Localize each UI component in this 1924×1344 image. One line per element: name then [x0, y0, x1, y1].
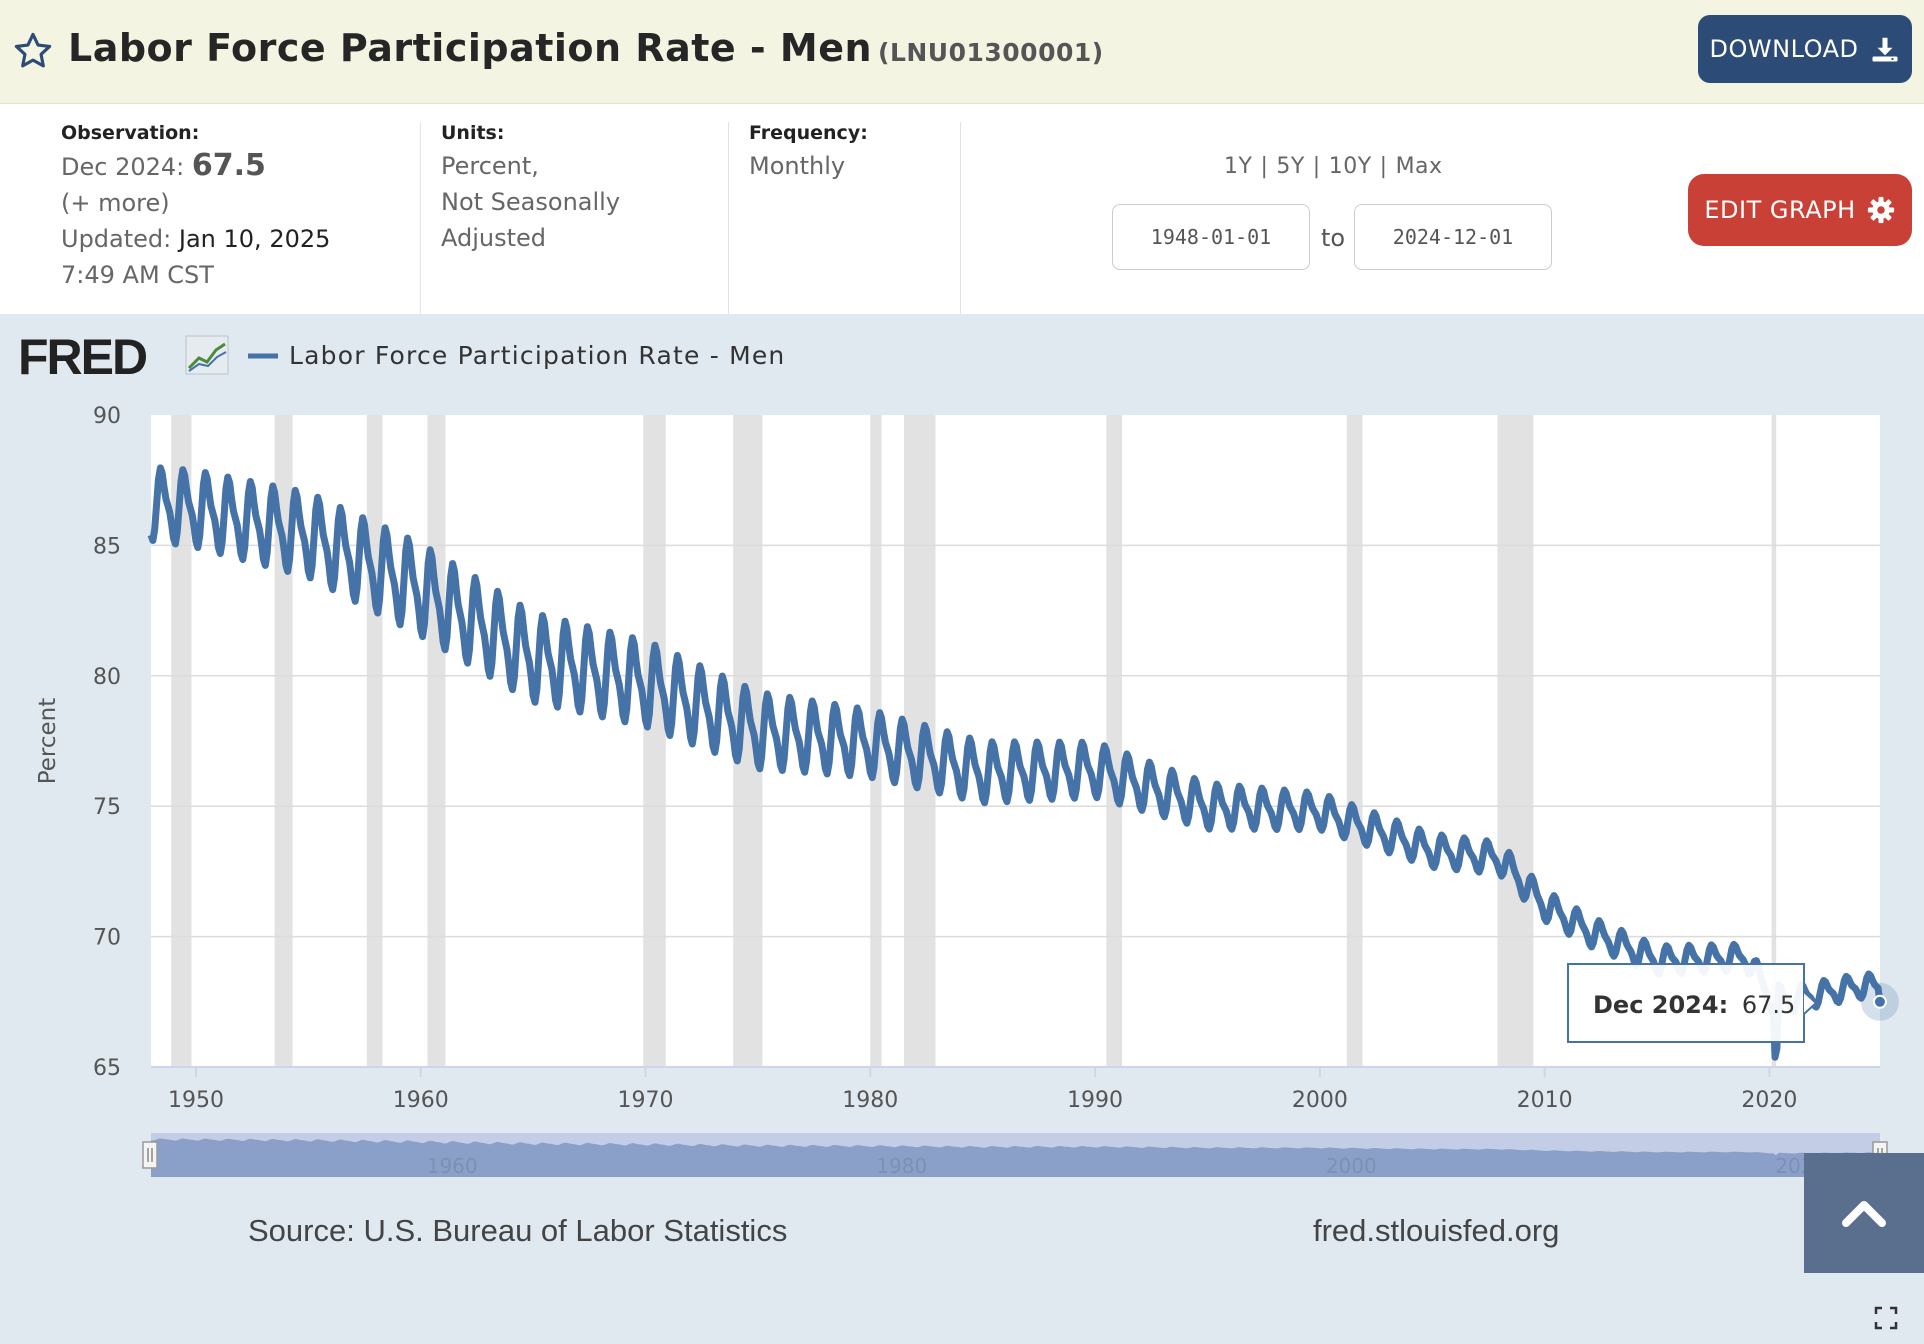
units-label: Units: [441, 122, 505, 144]
hover-marker [1872, 994, 1887, 1009]
range-separator: | [1260, 154, 1269, 179]
to-label: to [1321, 224, 1346, 252]
range-10y-link[interactable]: 10Y [1328, 154, 1372, 179]
y-tick-label: 85 [93, 534, 121, 559]
recession-bar [1106, 415, 1123, 1067]
recession-bar [1497, 415, 1534, 1067]
start-date-input[interactable]: 1948-01-01 [1112, 204, 1310, 270]
x-tick-label: 1960 [393, 1088, 449, 1113]
navigator-label: 1980 [876, 1154, 927, 1178]
x-tick-label: 2000 [1292, 1088, 1348, 1113]
observation-date: Dec 2024: [61, 153, 185, 181]
navigator-labels: 1960 1980 2000 2020 [427, 1154, 1827, 1178]
observation-label: Observation: [61, 122, 200, 144]
page-title: Labor Force Participation Rate - Men (LNU… [68, 26, 1104, 70]
download-button[interactable]: DOWNLOAD [1698, 15, 1912, 83]
svg-text:Dec 2024: 67.5: Dec 2024: 67.5 [1593, 991, 1795, 1019]
y-tick-label: 90 [93, 404, 121, 429]
y-tick-label: 65 [93, 1056, 121, 1081]
recession-bar [171, 415, 192, 1067]
units-line-3: Adjusted [441, 224, 547, 252]
x-tick-label: 1950 [168, 1088, 224, 1113]
tooltip-value: 67.5 [1742, 991, 1795, 1019]
download-icon [1872, 37, 1898, 62]
frequency-value: Monthly [749, 152, 846, 180]
series-info-panel: Observation: Dec 2024: 67.5 (+ more) Upd… [0, 104, 1924, 317]
chevron-up-icon [1842, 1201, 1886, 1227]
gear-icon [1867, 196, 1894, 224]
tooltip-date: Dec 2024: [1593, 991, 1728, 1019]
units-line-2: Not Seasonally [441, 188, 621, 216]
x-axis-ticks: 1950 1960 1970 1980 1990 2000 2010 2020 [168, 1067, 1797, 1113]
more-observations-link[interactable]: (+ more) [61, 189, 170, 217]
scroll-to-top-button[interactable] [1804, 1153, 1924, 1273]
divider [728, 122, 729, 317]
navigator-series [151, 1138, 1880, 1177]
series-title: Labor Force Participation Rate - Men [68, 26, 873, 70]
edit-graph-label: EDIT GRAPH [1704, 196, 1856, 224]
source-credit: Source: U.S. Bureau of Labor Statistics [248, 1213, 787, 1248]
recession-bar [274, 415, 293, 1067]
units-line-1: Percent, [441, 152, 539, 180]
range-separator: | [1312, 154, 1321, 179]
range-max-link[interactable]: Max [1395, 154, 1443, 179]
recession-bar [1771, 415, 1777, 1067]
divider [960, 122, 961, 317]
observation-section: Observation: Dec 2024: 67.5 (+ more) Upd… [61, 122, 330, 293]
x-tick-label: 1970 [618, 1088, 674, 1113]
y-tick-label: 70 [93, 926, 121, 951]
recession-bar [1346, 415, 1363, 1067]
divider [420, 122, 421, 317]
navigator-label: 1960 [427, 1154, 478, 1178]
units-section: Units: Percent, Not Seasonally Adjusted [441, 122, 620, 256]
edit-graph-button[interactable]: EDIT GRAPH [1688, 174, 1912, 246]
fred-logo-text: FRED [18, 329, 147, 385]
site-credit[interactable]: fred.stlouisfed.org [1313, 1213, 1559, 1248]
navigator-label: 2000 [1326, 1154, 1377, 1178]
range-5y-link[interactable]: 5Y [1276, 154, 1305, 179]
frequency-section: Frequency: Monthly [749, 122, 868, 184]
recession-bar [427, 415, 446, 1067]
series-line[interactable] [147, 464, 1884, 1061]
fred-logo-icon [185, 335, 229, 375]
observation-value: 67.5 [191, 148, 266, 183]
range-1y-link[interactable]: 1Y [1224, 154, 1253, 179]
download-label: DOWNLOAD [1709, 35, 1859, 63]
date-range-shortcuts: 1Y | 5Y | 10Y | Max [1224, 154, 1443, 179]
chart-container: FRED Labor Force Participation Rate - Me… [0, 314, 1924, 1344]
x-tick-label: 1990 [1067, 1088, 1123, 1113]
series-id: (LNU01300001) [878, 38, 1104, 67]
updated-label: Updated: [61, 225, 172, 253]
frequency-label: Frequency: [749, 122, 868, 144]
range-separator: | [1379, 154, 1388, 179]
x-tick-label: 2010 [1517, 1088, 1573, 1113]
star-icon[interactable] [12, 30, 54, 72]
tooltip: Dec 2024: 67.5 [1567, 963, 1818, 1043]
recession-bar [366, 415, 383, 1067]
recession-bar [643, 415, 666, 1067]
gridlines [151, 544, 1880, 1068]
fred-chart[interactable]: FRED Labor Force Participation Rate - Me… [0, 314, 1924, 1344]
title-bar: Labor Force Participation Rate - Men (LNU… [0, 0, 1924, 104]
navigator-left-handle[interactable] [142, 1141, 158, 1169]
y-tick-label: 75 [93, 795, 121, 820]
y-axis-ticks: 90 85 80 75 70 65 [93, 404, 121, 1081]
y-tick-label: 80 [93, 665, 121, 690]
y-axis-label: Percent [35, 698, 61, 785]
updated-date: Jan 10, 2025 [178, 225, 331, 253]
end-date-input[interactable]: 2024-12-01 [1354, 204, 1552, 270]
fullscreen-icon[interactable] [1874, 1306, 1898, 1330]
x-tick-label: 2020 [1741, 1088, 1797, 1113]
updated-time: 7:49 AM CST [61, 261, 214, 289]
legend-label: Labor Force Participation Rate - Men [289, 341, 785, 370]
x-tick-label: 1980 [842, 1088, 898, 1113]
